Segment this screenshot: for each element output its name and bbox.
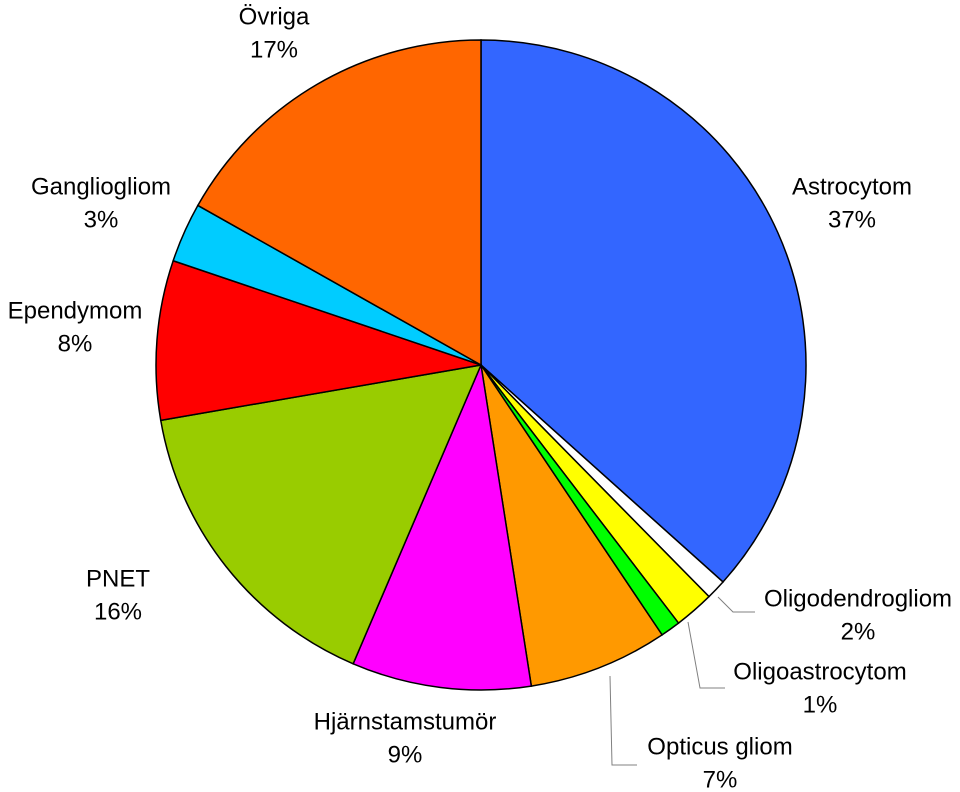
slice-label: Hjärnstamstumör: [314, 708, 497, 735]
slice-value-label: 1%: [803, 691, 838, 718]
slice-label: Övriga: [239, 3, 310, 30]
slice-value-label: 37%: [828, 206, 876, 233]
slice-value-label: 3%: [84, 206, 119, 233]
slice-value-label: 8%: [58, 330, 93, 357]
pie-slice: [196, 39, 482, 367]
slice-value-label: 16%: [94, 598, 142, 625]
slice-label: PNET: [86, 565, 150, 592]
slice-label: Ependymom: [8, 297, 143, 324]
pie-slice: [480, 364, 664, 687]
leader-line: [717, 596, 755, 613]
pie-slice: [480, 39, 807, 584]
pie-slice: [155, 259, 482, 422]
leader-line: [609, 675, 637, 766]
slice-label: Gangliogliom: [31, 173, 171, 200]
leader-line: [687, 621, 725, 689]
slice-value-label: 17%: [250, 36, 298, 63]
slice-value-label: 2%: [841, 618, 876, 645]
slice-label: Oligodendrogliom: [764, 585, 952, 612]
pie-slice: [159, 364, 483, 665]
slice-value-label: 7%: [703, 766, 738, 792]
slice-label: Oligoastrocytom: [733, 658, 906, 685]
slice-label: Opticus gliom: [647, 733, 792, 760]
slice-label: Astrocytom: [792, 173, 912, 200]
pie-slice: [352, 362, 533, 691]
slice-value-label: 9%: [388, 741, 423, 768]
